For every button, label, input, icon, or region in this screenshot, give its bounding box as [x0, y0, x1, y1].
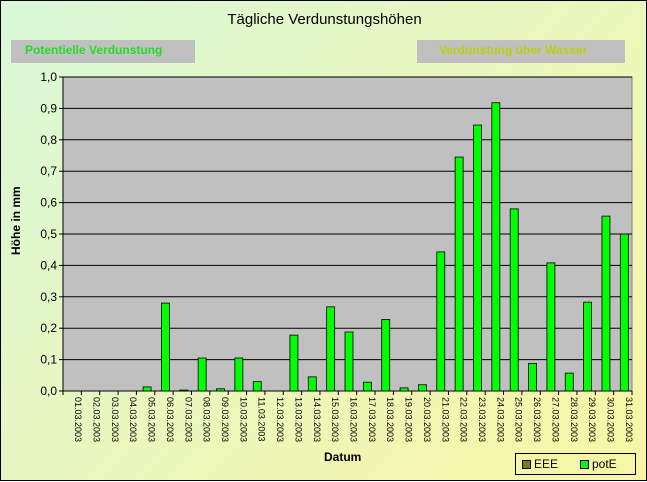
x-tick-label: 07.03.2003 [183, 397, 193, 442]
x-tick-label: 15.03.2003 [330, 397, 340, 442]
bar-pote [381, 319, 391, 392]
bar-pote [399, 387, 409, 392]
x-tick-label: 02.03.2003 [92, 397, 102, 442]
x-tick-label: 01.03.2003 [73, 397, 83, 442]
legend-label-eee: EEE [534, 457, 559, 471]
y-tick-label: 0,9 [40, 101, 57, 115]
x-tick-label: 14.03.2003 [312, 397, 322, 442]
legend-swatch-pote [580, 460, 589, 470]
bar-pote [418, 384, 427, 392]
bar-pote [179, 389, 189, 392]
y-tick-label: 0,5 [40, 227, 57, 241]
x-axis-label: Datum [324, 450, 362, 464]
x-tick-label: 09.03.2003 [220, 397, 230, 442]
x-tick-label: 29.03.2003 [587, 397, 597, 442]
y-tick-label: 0,6 [40, 196, 57, 210]
x-tick-label: 16.03.2003 [349, 397, 359, 442]
x-tick-label: 26.03.2003 [532, 397, 542, 442]
bar-pote [528, 362, 537, 392]
y-tick-label: 0,0 [40, 384, 57, 398]
bar-pote [473, 124, 482, 392]
legend: EEE potE [515, 453, 636, 475]
bar-pote [454, 156, 464, 392]
bar-pote [491, 102, 501, 392]
x-tick-label: 22.03.2003 [459, 397, 469, 442]
x-tick-label: 11.03.2003 [257, 397, 267, 441]
verdunstung-ueber-wasser-button[interactable]: Verdunstung über Wasser [417, 40, 625, 63]
y-tick-label: 0,8 [40, 133, 57, 147]
x-tick-label: 17.03.2003 [367, 397, 377, 442]
bar-pote [197, 357, 207, 392]
bar-pote [307, 376, 317, 392]
bar-pote [216, 388, 225, 392]
y-tick-label: 0,2 [40, 321, 57, 335]
legend-item-pote: potE [580, 457, 617, 471]
bar-pote [161, 302, 170, 392]
legend-label-pote: potE [592, 457, 617, 471]
x-tick-label: 30.03.2003 [605, 397, 615, 442]
bar-pote [546, 262, 556, 392]
bar-pote [509, 208, 519, 392]
x-tick-label: 19.03.2003 [404, 397, 414, 442]
y-tick-label: 0,4 [40, 258, 57, 272]
x-tick-label: 27.03.2003 [550, 397, 560, 442]
x-tick-label: 10.03.2003 [238, 397, 248, 442]
x-tick-label: 21.03.2003 [440, 397, 450, 442]
potentielle-verdunstung-button[interactable]: Potentielle Verdunstung [11, 40, 195, 63]
y-tick-label: 0,3 [40, 290, 57, 304]
x-tick-label: 18.03.2003 [385, 397, 395, 442]
x-tick-label: 08.03.2003 [202, 397, 212, 442]
x-tick-label: 03.03.2003 [110, 397, 120, 442]
y-tick-label: 0,1 [40, 353, 57, 367]
legend-swatch-eee [522, 460, 531, 470]
bar-pote [326, 306, 336, 392]
x-tick-label: 31.03.2003 [624, 397, 634, 442]
x-tick-label: 23.03.2003 [477, 397, 487, 442]
x-tick-label: 25.03.2003 [514, 397, 524, 442]
x-tick-label: 05.03.2003 [147, 397, 157, 442]
x-tick-label: 20.03.2003 [422, 397, 432, 442]
x-tick-label: 12.03.2003 [275, 397, 285, 442]
bar-pote [601, 215, 611, 392]
bar-pote [619, 233, 629, 392]
bar-pote [362, 381, 372, 392]
x-tick-label: 28.03.2003 [569, 397, 579, 442]
bar-pote [564, 372, 574, 392]
y-tick-label: 0,7 [40, 164, 57, 178]
bar-pote [252, 381, 262, 392]
x-tick-label: 13.03.2003 [293, 397, 303, 442]
chart-title: Tägliche Verdunstungshöhen [227, 11, 422, 28]
x-tick-label: 24.03.2003 [495, 397, 505, 442]
legend-item-eee: EEE [522, 457, 558, 471]
bar-pote [234, 357, 244, 392]
bar-pote [583, 301, 593, 392]
y-tick-label: 1,0 [40, 70, 57, 84]
x-tick-label: 04.03.2003 [128, 397, 138, 442]
bar-pote [344, 331, 354, 392]
x-tick-label: 06.03.2003 [165, 397, 175, 442]
bar-pote [289, 334, 299, 392]
bar-pote [142, 386, 152, 392]
bar-pote [436, 251, 446, 392]
